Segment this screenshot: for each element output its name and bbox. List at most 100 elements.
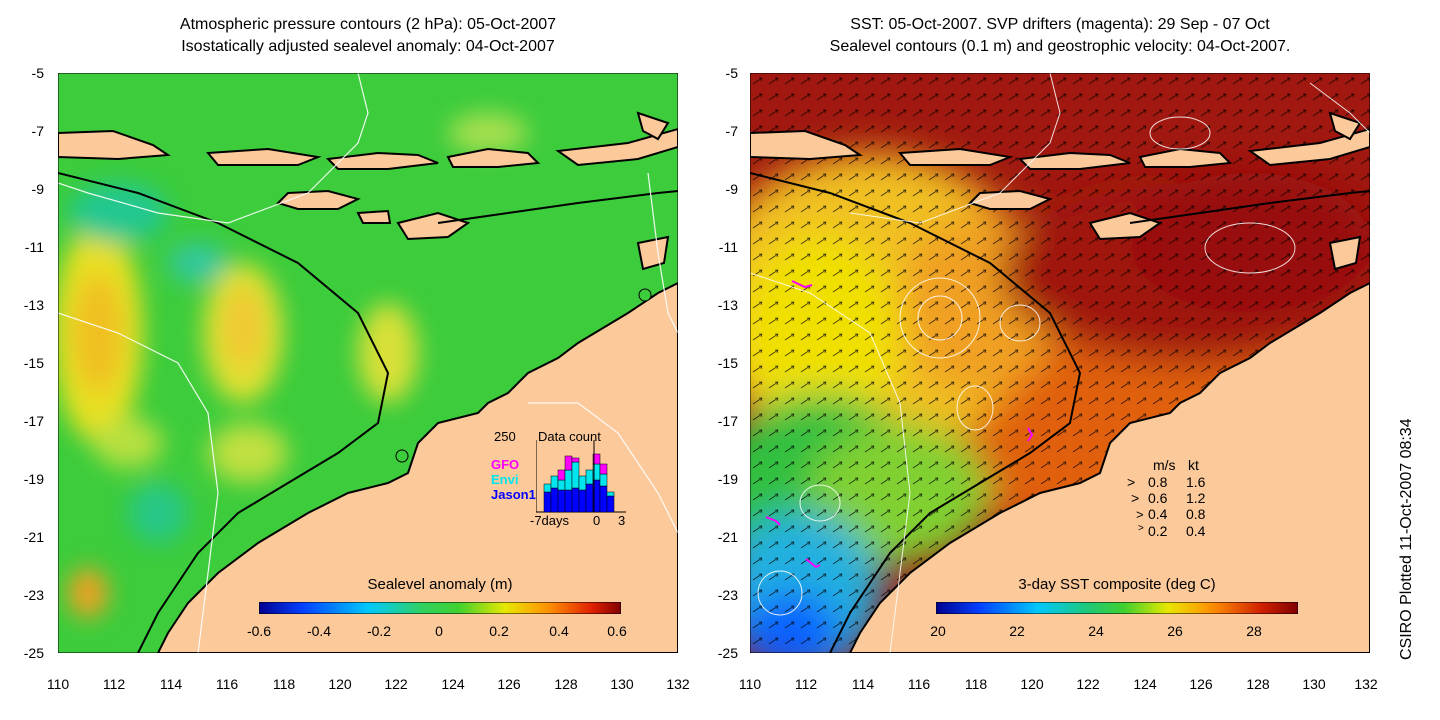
left-xtick-6: 122: [384, 676, 408, 692]
right-cbar-tick-4: 28: [1246, 623, 1262, 639]
right-xtick-4: 118: [964, 676, 988, 692]
right-xtick-8: 126: [1189, 676, 1213, 692]
speed-legend-kt-2: 0.8: [1186, 506, 1206, 522]
right-ytick-3: -11: [718, 239, 738, 255]
right-ytick-2: -9: [725, 181, 738, 197]
right-ytick-0: -5: [725, 65, 738, 81]
left-cbar-tick-4: 0.2: [489, 623, 509, 639]
speed-arrow-row-3: >: [1136, 507, 1144, 522]
right-land: [750, 111, 1370, 653]
left-anomaly-blobs: [58, 113, 528, 618]
left-ytick-6: -17: [23, 413, 44, 429]
left-cbar-tick-5: 0.4: [549, 623, 569, 639]
right-xtick-5: 120: [1020, 676, 1044, 692]
left-ytick-4: -13: [23, 297, 44, 313]
speed-legend-kt-1: 1.2: [1186, 490, 1206, 506]
right-cbar-tick-3: 26: [1167, 623, 1183, 639]
right-cbar-tick-0: 20: [930, 623, 946, 639]
inset-legend-gfo: GFO: [491, 457, 520, 472]
left-cbar-tick-6: 0.6: [607, 623, 627, 639]
left-ytick-0: -5: [31, 65, 44, 81]
left-xtick-7: 124: [441, 676, 465, 692]
speed-arrow-row-2: >: [1131, 490, 1140, 506]
inset-x-label-end: 3: [618, 513, 626, 528]
right-cbar-tick-1: 22: [1009, 623, 1025, 639]
speed-legend-ms-3: 0.2: [1148, 523, 1168, 539]
left-map-title: Atmospheric pressure contours (2 hPa): 0…: [58, 14, 678, 58]
left-xtick-9: 128: [554, 676, 578, 692]
left-ytick-3: -11: [24, 239, 44, 255]
right-ytick-9: -23: [717, 587, 738, 603]
left-xtick-8: 126: [497, 676, 521, 692]
inset-histogram: [536, 440, 626, 513]
right-map-title: SST: 05-Oct-2007. SVP drifters (magenta)…: [750, 14, 1370, 58]
speed-legend-ms-0: 0.8: [1148, 474, 1168, 490]
inset-x-label-zero: 0: [593, 513, 601, 528]
inset-max-label: 250: [494, 429, 516, 444]
right-title-line2: Sealevel contours (0.1 m) and geostrophi…: [829, 38, 1291, 55]
left-colorbar-title: Sealevel anomaly (m): [367, 576, 513, 593]
left-land: [58, 111, 678, 653]
left-cbar-tick-3: 0: [435, 623, 443, 639]
left-marker-north: [638, 288, 652, 302]
speed-legend-kt-0: 1.6: [1186, 474, 1206, 490]
inset-legend-envi: Envi: [491, 472, 519, 487]
left-colorbar: [259, 602, 621, 614]
left-xtick-5: 120: [328, 676, 352, 692]
left-java-island: [58, 129, 171, 161]
right-title-line1: SST: 05-Oct-2007. SVP drifters (magenta)…: [850, 16, 1270, 33]
right-xtick-6: 122: [1076, 676, 1100, 692]
right-australia-land: [848, 281, 1370, 653]
right-map[interactable]: [750, 73, 1370, 653]
right-xtick-11: 132: [1354, 676, 1378, 692]
speed-arrow-row-1: >: [1127, 474, 1136, 490]
right-xtick-0: 110: [738, 676, 762, 692]
left-xtick-4: 118: [272, 676, 296, 692]
right-xtick-3: 116: [907, 676, 931, 692]
left-ytick-1: -7: [31, 123, 44, 139]
left-xtick-2: 114: [159, 676, 183, 692]
inset-title: Data count: [538, 429, 601, 444]
left-xtick-10: 130: [610, 676, 634, 692]
left-ytick-8: -21: [23, 529, 44, 545]
inset-x-label-start: -7days: [530, 513, 570, 528]
right-colorbar-title: 3-day SST composite (deg C): [1018, 576, 1216, 593]
left-ytick-10: -25: [23, 645, 44, 661]
left-title-line2: Isostatically adjusted sealevel anomaly:…: [181, 38, 555, 55]
speed-legend-header-ms: m/s: [1153, 457, 1176, 473]
left-map[interactable]: [58, 73, 678, 653]
left-ytick-7: -19: [23, 471, 44, 487]
speed-legend-ms-1: 0.6: [1148, 490, 1168, 506]
speed-legend-header-kt: kt: [1188, 457, 1199, 473]
left-marker-west: [395, 449, 409, 463]
left-cbar-tick-0: -0.6: [246, 623, 272, 639]
left-cbar-tick-2: -0.2: [366, 623, 392, 639]
right-ytick-1: -7: [725, 123, 738, 139]
speed-legend-kt-3: 0.4: [1186, 523, 1206, 539]
right-xtick-10: 130: [1302, 676, 1326, 692]
left-xtick-0: 110: [46, 676, 70, 692]
right-shelf-contour: [750, 172, 1082, 653]
inset-legend-jason: Jason1: [491, 487, 536, 502]
right-xtick-9: 128: [1246, 676, 1270, 692]
left-xtick-1: 112: [102, 676, 126, 692]
left-pressure-contours: [58, 73, 678, 653]
left-xtick-11: 132: [666, 676, 690, 692]
right-ytick-10: -25: [717, 645, 738, 661]
right-ytick-6: -17: [717, 413, 738, 429]
left-ytick-9: -23: [23, 587, 44, 603]
right-cbar-tick-2: 24: [1088, 623, 1104, 639]
right-xtick-2: 114: [851, 676, 875, 692]
speed-legend-ms-2: 0.4: [1148, 506, 1168, 522]
right-ytick-7: -19: [717, 471, 738, 487]
right-ytick-5: -15: [717, 355, 738, 371]
left-xtick-3: 116: [215, 676, 239, 692]
left-shelf-contour: [58, 172, 390, 653]
left-cbar-tick-1: -0.4: [306, 623, 332, 639]
right-xtick-1: 112: [794, 676, 818, 692]
plotted-timestamp-label: CSIRO Plotted 11-Oct-2007 08:34: [1398, 418, 1415, 660]
left-australia-land: [156, 281, 678, 653]
left-ytick-2: -9: [31, 181, 44, 197]
left-title-line1: Atmospheric pressure contours (2 hPa): 0…: [179, 16, 557, 33]
speed-arrow-row-4: >: [1138, 523, 1144, 534]
